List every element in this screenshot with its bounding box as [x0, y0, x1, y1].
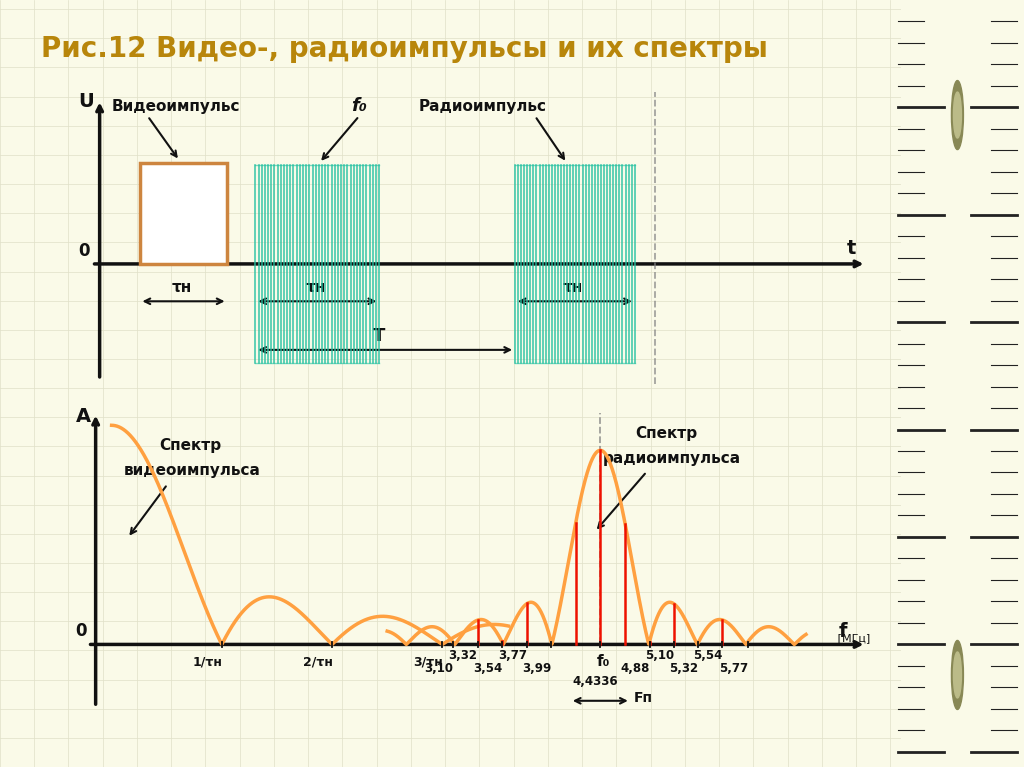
Text: 3,54: 3,54: [473, 662, 502, 675]
Text: Спектр: Спектр: [160, 438, 221, 453]
Circle shape: [951, 640, 964, 709]
Text: 5,54: 5,54: [693, 650, 723, 663]
Text: 3,77: 3,77: [499, 650, 527, 663]
Text: 3,32: 3,32: [449, 650, 477, 663]
Text: t: t: [847, 239, 856, 258]
Text: U: U: [78, 92, 94, 111]
Circle shape: [953, 652, 962, 698]
Text: τн: τн: [305, 280, 326, 295]
Text: f: f: [839, 622, 847, 641]
Text: Рис.12 Видео-, радиоимпульсы и их спектры: Рис.12 Видео-, радиоимпульсы и их спектр…: [41, 35, 768, 63]
Text: 5,32: 5,32: [669, 662, 698, 675]
Circle shape: [951, 81, 964, 150]
Text: 1/τн: 1/τн: [193, 656, 222, 669]
Text: Радиоимпульс: Радиоимпульс: [419, 99, 547, 114]
Text: 0: 0: [78, 242, 89, 261]
Text: видеоимпульса: видеоимпульса: [124, 463, 260, 479]
Text: 3/τн: 3/τн: [413, 656, 442, 669]
Bar: [139, 163, 227, 264]
Text: [МГц]: [МГц]: [835, 633, 870, 643]
Text: 4,88: 4,88: [621, 662, 650, 675]
Text: 4,4336: 4,4336: [572, 674, 617, 687]
Text: 5,10: 5,10: [645, 650, 674, 663]
Text: Fп: Fп: [634, 691, 653, 705]
Text: τн: τн: [563, 280, 583, 295]
Text: 5,77: 5,77: [719, 662, 748, 675]
Text: f₀: f₀: [351, 97, 367, 115]
Text: Спектр: Спектр: [635, 426, 697, 441]
Text: 2/τн: 2/τн: [303, 656, 333, 669]
Text: радиоимпульса: радиоимпульса: [603, 451, 741, 466]
Text: 3,10: 3,10: [424, 662, 454, 675]
Text: T: T: [373, 327, 386, 345]
Circle shape: [953, 92, 962, 138]
Text: 3,99: 3,99: [522, 662, 552, 675]
Text: 0: 0: [76, 622, 87, 640]
Text: A: A: [76, 407, 91, 426]
Text: Видеоимпульс: Видеоимпульс: [112, 99, 240, 114]
Text: τн: τн: [172, 280, 191, 295]
Text: f₀: f₀: [596, 653, 609, 669]
